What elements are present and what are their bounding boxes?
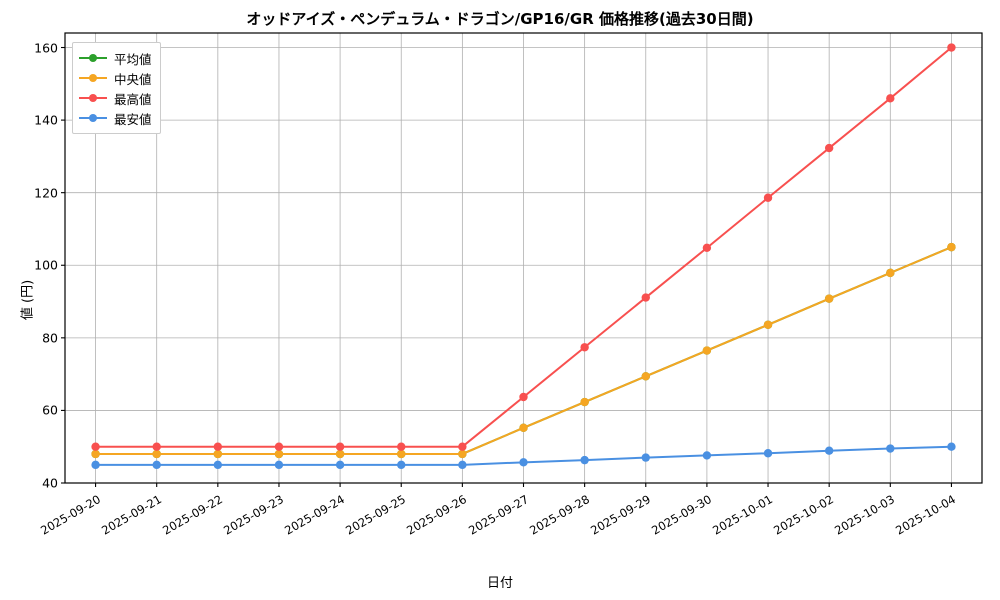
data-point	[152, 449, 161, 459]
legend-item-4[interactable]: 最安値	[79, 108, 152, 128]
legend-label: 中央値	[114, 71, 152, 87]
x-axis-label: 日付	[486, 576, 513, 591]
data-point	[274, 442, 284, 451]
data-point	[213, 442, 223, 451]
legend-label: 最高値	[114, 91, 152, 107]
data-point	[702, 346, 712, 355]
data-point	[824, 446, 834, 455]
chart-legend: 平均値中央値最高値最安値	[72, 42, 161, 134]
data-point	[580, 343, 589, 352]
data-point	[824, 143, 834, 153]
data-point	[947, 442, 956, 451]
data-point	[274, 460, 284, 470]
data-point	[702, 243, 712, 253]
data-point	[763, 449, 773, 458]
data-point	[886, 268, 895, 278]
y-tick-label: 120	[34, 185, 58, 201]
legend-item-1[interactable]: 平均値	[79, 48, 152, 68]
data-point	[335, 449, 345, 459]
data-point	[458, 449, 467, 459]
legend-marker-icon	[79, 92, 107, 104]
data-point	[641, 293, 650, 302]
data-point	[580, 455, 589, 465]
y-tick-label: 140	[34, 112, 58, 128]
data-point	[213, 449, 223, 459]
data-point	[763, 320, 773, 329]
data-point	[397, 449, 406, 459]
y-tick-label: 40	[42, 475, 58, 491]
data-point	[580, 397, 589, 407]
data-point	[824, 294, 834, 303]
data-point	[519, 392, 528, 402]
data-point	[91, 460, 100, 470]
data-point	[458, 442, 467, 451]
series-3	[91, 43, 956, 451]
data-point	[335, 460, 345, 470]
legend-marker-icon	[79, 112, 107, 124]
legend-marker-icon	[79, 72, 107, 84]
data-point	[91, 442, 100, 451]
y-tick-label: 60	[42, 402, 58, 418]
data-point	[886, 94, 895, 103]
data-point	[947, 43, 956, 52]
data-point	[641, 453, 650, 462]
legend-marker-icon	[79, 52, 107, 64]
legend-item-2[interactable]: 中央値	[79, 68, 152, 88]
y-tick-label: 160	[34, 40, 58, 56]
legend-label: 平均値	[114, 51, 152, 67]
data-point	[702, 451, 712, 460]
legend-item-3[interactable]: 最高値	[79, 88, 152, 108]
data-point	[335, 442, 345, 451]
data-point	[641, 372, 650, 381]
data-point	[458, 460, 467, 470]
data-point	[213, 460, 223, 470]
data-point	[91, 449, 100, 459]
data-point	[152, 460, 161, 470]
data-point	[947, 242, 956, 252]
data-point	[886, 444, 895, 453]
data-point	[519, 458, 528, 467]
data-point	[152, 442, 161, 451]
chart-title: オッドアイズ・ペンデュラム・ドラゴン/GP16/GR 価格推移(過去30日間)	[246, 10, 754, 28]
data-point	[274, 449, 284, 459]
series-4	[91, 442, 956, 470]
data-point	[519, 423, 528, 433]
y-tick-label: 100	[34, 257, 58, 273]
data-point	[397, 460, 406, 470]
legend-label: 最安値	[114, 111, 152, 127]
series-2	[91, 242, 956, 459]
data-point	[397, 442, 406, 451]
data-point	[763, 193, 773, 202]
y-tick-label: 80	[42, 330, 58, 346]
